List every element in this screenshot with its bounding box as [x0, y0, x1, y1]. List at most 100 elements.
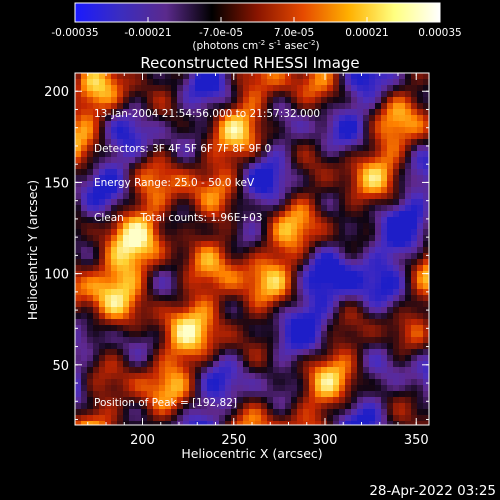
heatmap-cell	[111, 283, 118, 290]
heatmap-cell	[255, 349, 262, 356]
heatmap-cell	[201, 181, 208, 188]
heatmap-cell	[105, 175, 112, 182]
heatmap-cell	[75, 97, 82, 104]
heatmap-cell	[99, 295, 106, 302]
heatmap-cell	[123, 193, 130, 200]
heatmap-cell	[183, 289, 190, 296]
heatmap-cell	[285, 241, 292, 248]
heatmap-cell	[105, 103, 112, 110]
heatmap-cell	[387, 259, 394, 266]
heatmap-cell	[177, 409, 184, 416]
heatmap-cell	[315, 241, 322, 248]
heatmap-cell	[243, 277, 250, 284]
heatmap-cell	[219, 133, 226, 140]
heatmap-cell	[363, 127, 370, 134]
heatmap-cell	[135, 307, 142, 314]
heatmap-cell	[381, 127, 388, 134]
heatmap-cell	[237, 127, 244, 134]
heatmap-cell	[411, 319, 418, 326]
heatmap-cell	[123, 145, 130, 152]
heatmap-cell	[411, 229, 418, 236]
heatmap-cell	[123, 355, 130, 362]
heatmap-cell	[141, 271, 148, 278]
heatmap-cell	[189, 145, 196, 152]
heatmap-cell	[315, 235, 322, 242]
heatmap-cell	[147, 103, 154, 110]
heatmap-cell	[303, 193, 310, 200]
heatmap-cell	[105, 325, 112, 332]
heatmap-cell	[273, 211, 280, 218]
heatmap-cell	[129, 313, 136, 320]
heatmap-cell	[357, 271, 364, 278]
heatmap-cell	[111, 301, 118, 308]
heatmap-cell	[87, 157, 94, 164]
heatmap-cell	[393, 313, 400, 320]
heatmap-cell	[309, 73, 316, 80]
heatmap-cell	[141, 331, 148, 338]
heatmap-cell	[219, 241, 226, 248]
heatmap-cell	[375, 367, 382, 374]
heatmap-cell	[345, 235, 352, 242]
heatmap-cell	[351, 187, 358, 194]
heatmap-cell	[357, 91, 364, 98]
heatmap-cell	[105, 229, 112, 236]
heatmap-cell	[165, 169, 172, 176]
heatmap-cell	[123, 307, 130, 314]
heatmap-cell	[267, 319, 274, 326]
heatmap-cell	[279, 139, 286, 146]
heatmap-cell	[249, 205, 256, 212]
heatmap-cell	[375, 301, 382, 308]
heatmap-cell	[159, 319, 166, 326]
heatmap-cell	[117, 241, 124, 248]
heatmap-cell	[231, 247, 238, 254]
heatmap-cell	[177, 271, 184, 278]
heatmap-cell	[309, 163, 316, 170]
heatmap-cell	[279, 367, 286, 374]
heatmap-cell	[117, 361, 124, 368]
heatmap-cell	[207, 391, 214, 398]
heatmap-cell	[231, 205, 238, 212]
heatmap-cell	[321, 73, 328, 80]
heatmap-cell	[117, 229, 124, 236]
heatmap-cell	[213, 367, 220, 374]
heatmap-cell	[387, 367, 394, 374]
heatmap-cell	[381, 385, 388, 392]
heatmap-cell	[261, 181, 268, 188]
heatmap-cell	[255, 151, 262, 158]
heatmap-cell	[165, 199, 172, 206]
heatmap-cell	[351, 355, 358, 362]
heatmap-cell	[279, 85, 286, 92]
heatmap-cell	[273, 259, 280, 266]
heatmap-cell	[387, 175, 394, 182]
heatmap-cell	[165, 409, 172, 416]
heatmap-cell	[123, 283, 130, 290]
heatmap-cell	[393, 397, 400, 404]
heatmap-cell	[255, 175, 262, 182]
heatmap-cell	[363, 145, 370, 152]
heatmap-cell	[399, 415, 406, 422]
heatmap-cell	[399, 217, 406, 224]
heatmap-cell	[387, 289, 394, 296]
heatmap-cell	[315, 157, 322, 164]
heatmap-cell	[321, 391, 328, 398]
heatmap-cell	[165, 379, 172, 386]
heatmap-cell	[417, 259, 424, 266]
heatmap-cell	[315, 415, 322, 422]
heatmap-cell	[411, 355, 418, 362]
heatmap-cell	[267, 79, 274, 86]
heatmap-cell	[321, 163, 328, 170]
heatmap-cell	[177, 385, 184, 392]
heatmap-cell	[171, 289, 178, 296]
heatmap-cell	[243, 331, 250, 338]
heatmap-cell	[279, 169, 286, 176]
heatmap-cell	[423, 79, 429, 86]
heatmap-cell	[393, 361, 400, 368]
heatmap-cell	[411, 379, 418, 386]
heatmap-cell	[267, 409, 274, 416]
heatmap-cell	[303, 79, 310, 86]
heatmap-cell	[411, 277, 418, 284]
heatmap-cell	[393, 217, 400, 224]
heatmap-cell	[369, 115, 376, 122]
heatmap-cell	[303, 289, 310, 296]
heatmap-cell	[105, 337, 112, 344]
